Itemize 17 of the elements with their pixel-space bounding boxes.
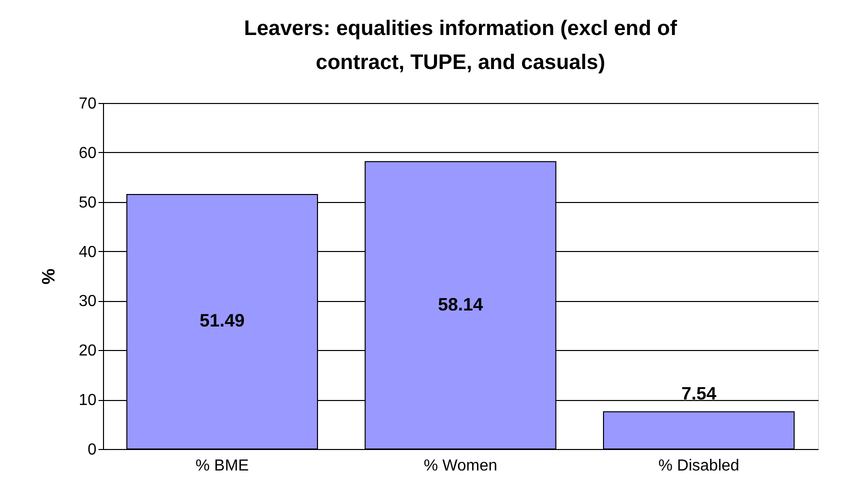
y-axis-title: % (38, 268, 59, 285)
x-tick-label: % Disabled (658, 458, 740, 474)
data-label: 58.14 (438, 294, 484, 314)
chart-title: Leavers: equalities information (excl end of contract, TUPE, and casuals) (244, 17, 678, 74)
bar (603, 411, 795, 450)
y-tick-label: 60 (78, 144, 97, 162)
y-tick-label: 0 (88, 442, 97, 458)
y-tick-label: 40 (78, 244, 97, 261)
y-tick-label: 70 (78, 96, 97, 112)
data-label: 7.54 (681, 384, 716, 404)
data-label: 51.49 (200, 310, 245, 331)
y-tick-label: 10 (78, 392, 97, 410)
y-tick-label: 20 (78, 342, 97, 360)
y-tick-label: 30 (78, 293, 97, 310)
x-tick-label: % BME (195, 458, 249, 474)
x-tick-label: % Women (424, 458, 498, 474)
y-tick-label: 50 (78, 194, 97, 212)
